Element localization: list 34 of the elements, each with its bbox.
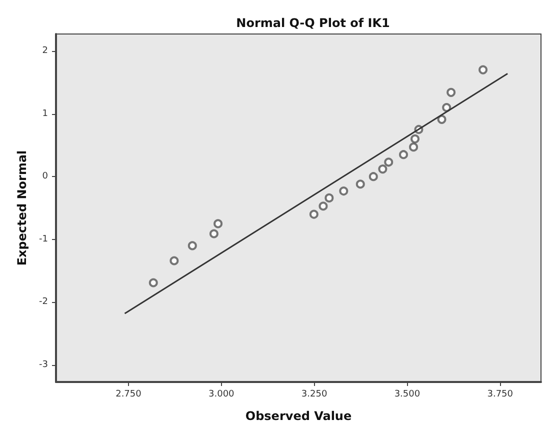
x-tick-label: 2.750 — [116, 390, 142, 400]
point — [409, 142, 418, 152]
y-tick-label: 0 — [42, 172, 48, 182]
x-axis-title: Observed Value — [245, 409, 352, 423]
point — [384, 158, 394, 167]
point — [339, 186, 348, 196]
x-tick-label: 3.750 — [487, 390, 514, 400]
point — [410, 134, 420, 144]
y-tick-label: -2 — [39, 297, 48, 308]
point — [170, 256, 179, 266]
point — [209, 229, 218, 238]
point — [446, 88, 456, 97]
point — [442, 102, 452, 112]
point — [148, 278, 158, 288]
point — [437, 114, 446, 124]
point — [324, 193, 334, 202]
y-tick-label: 1 — [42, 108, 48, 119]
point — [368, 172, 378, 182]
point — [399, 150, 408, 160]
x-tick-label: 3.500 — [394, 390, 420, 400]
y-tick-label: -1 — [39, 234, 48, 244]
y-tick-label: 2 — [42, 46, 48, 56]
point — [478, 65, 488, 74]
point — [309, 210, 318, 219]
point — [356, 180, 365, 189]
y-tick-label: -3 — [39, 360, 48, 370]
point — [318, 202, 328, 211]
x-tick-label: 3.250 — [301, 390, 328, 400]
point — [378, 164, 388, 174]
chart-title: Normal Q-Q Plot of IK1 — [236, 16, 390, 30]
y-axis-title: Expected Normal — [15, 150, 29, 266]
point — [214, 219, 223, 228]
x-tick-label: 3.000 — [208, 390, 235, 400]
point — [188, 241, 197, 250]
